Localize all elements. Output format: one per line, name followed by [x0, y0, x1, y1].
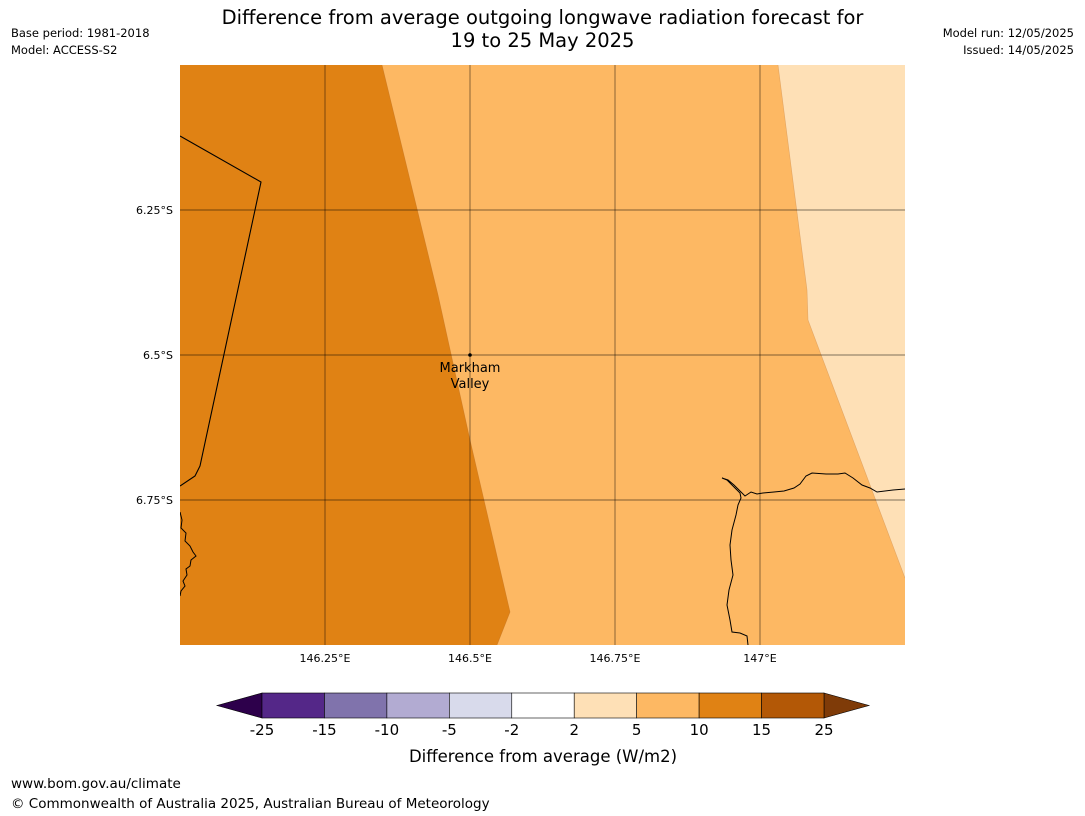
colorbar-segment — [511, 692, 575, 719]
border-line — [180, 135, 262, 487]
title-line-1: Difference from average outgoing longwav… — [221, 6, 864, 29]
model-run-text: Model run: 12/05/2025 — [942, 26, 1074, 40]
lat-label-6-5: 6.5°S — [143, 349, 173, 362]
colorbar-segment — [324, 692, 388, 719]
colorbar-tick-label: 10 — [690, 721, 709, 739]
base-period-text: Base period: 1981-2018 — [11, 26, 150, 40]
colorbar-tick-label: -25 — [250, 721, 275, 739]
lon-label-146-25: 146.25°E — [300, 652, 351, 665]
metadata-right: Model run: 12/05/2025 Issued: 14/05/2025 — [943, 25, 1074, 59]
footer-copyright: © Commonwealth of Australia 2025, Austra… — [11, 796, 490, 812]
graticule — [180, 65, 905, 645]
metadata-left: Base period: 1981-2018 Model: ACCESS-S2 — [11, 25, 150, 59]
model-text: Model: ACCESS-S2 — [11, 43, 118, 57]
issued-text: Issued: 14/05/2025 — [963, 43, 1074, 57]
coastline-east — [721, 472, 905, 645]
colorbar-segments — [261, 692, 825, 719]
lon-label-146-5: 146.5°E — [448, 652, 492, 665]
region-2-to-5 — [778, 65, 905, 578]
lon-label-147: 147°E — [743, 652, 776, 665]
title-line-2: 19 to 25 May 2025 — [450, 29, 635, 52]
footer-url: www.bom.gov.au/climate — [11, 776, 181, 792]
coastline-west — [180, 511, 197, 597]
colorbar-tick-label: 25 — [814, 721, 833, 739]
markham-valley-marker — [468, 353, 472, 357]
colorbar-tick-label: -2 — [504, 721, 519, 739]
map-area: Markham Valley — [180, 65, 905, 645]
colorbar-segment — [573, 692, 637, 719]
colorbar-ticks: -25 -15 -10 -5 -2 2 5 10 15 25 — [250, 721, 834, 739]
colorbar-under-arrow — [215, 692, 263, 719]
colorbar-tick-label: -15 — [312, 721, 337, 739]
colorbar-tick-label: -5 — [442, 721, 457, 739]
colorbar-segment — [698, 692, 762, 719]
colorbar-segment — [261, 692, 325, 719]
colorbar-over-arrow — [823, 692, 871, 719]
colorbar-label: Difference from average (W/m2) — [409, 747, 677, 766]
colorbar-segment — [761, 692, 825, 719]
map-title: Difference from average outgoing longwav… — [180, 6, 905, 52]
colorbar-segment — [449, 692, 513, 719]
lon-label-146-75: 146.75°E — [590, 652, 641, 665]
colorbar-segment — [386, 692, 450, 719]
lat-label-6-75: 6.75°S — [136, 494, 173, 507]
colorbar-segment — [636, 692, 700, 719]
lat-label-6-25: 6.25°S — [136, 204, 173, 217]
colorbar-tick-label: -10 — [375, 721, 400, 739]
colorbar-tick-label: 5 — [632, 721, 642, 739]
place-label-line-2: Valley — [451, 377, 490, 392]
colorbar-tick-label: 15 — [752, 721, 771, 739]
colorbar-tick-label: 2 — [569, 721, 579, 739]
contour-boundary-2 — [777, 65, 905, 579]
place-label-line-1: Markham — [440, 361, 501, 376]
footer: www.bom.gov.au/climate © Commonwealth of… — [11, 774, 490, 814]
